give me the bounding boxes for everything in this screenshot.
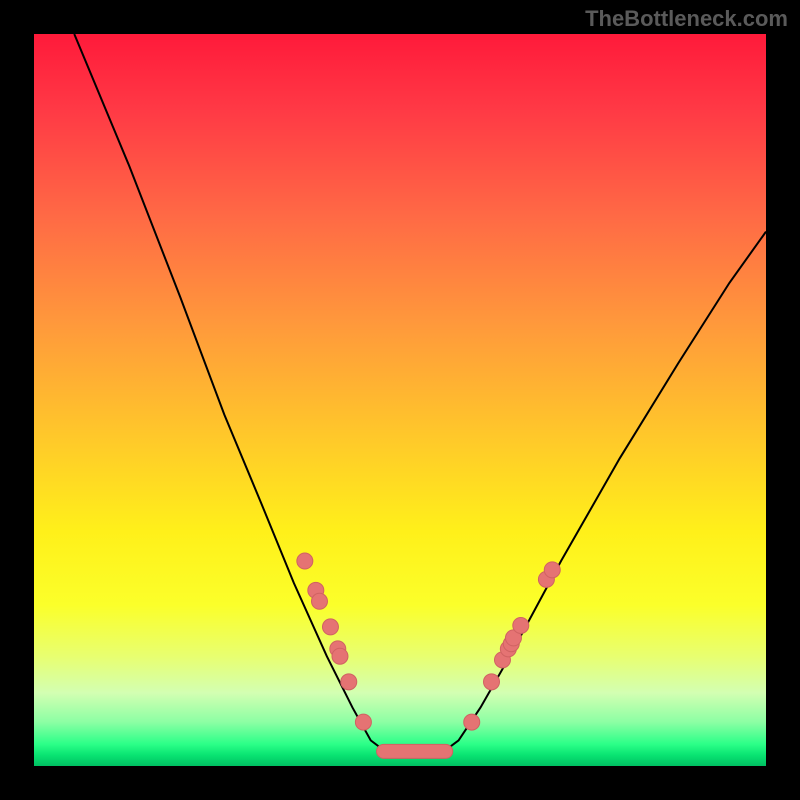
marker-dot <box>464 714 480 730</box>
marker-group <box>297 553 560 730</box>
watermark-text: TheBottleneck.com <box>585 6 788 32</box>
marker-dot <box>297 553 313 569</box>
marker-dot <box>513 617 529 633</box>
marker-dot <box>355 714 371 730</box>
bottleneck-curve <box>74 34 766 751</box>
marker-dot <box>484 674 500 690</box>
marker-flat-segment <box>377 744 453 758</box>
marker-dot <box>544 562 560 578</box>
marker-dot <box>311 593 327 609</box>
marker-dot <box>322 619 338 635</box>
plot-area <box>34 34 766 766</box>
curve-layer <box>34 34 766 766</box>
marker-dot <box>332 648 348 664</box>
marker-dot <box>341 674 357 690</box>
